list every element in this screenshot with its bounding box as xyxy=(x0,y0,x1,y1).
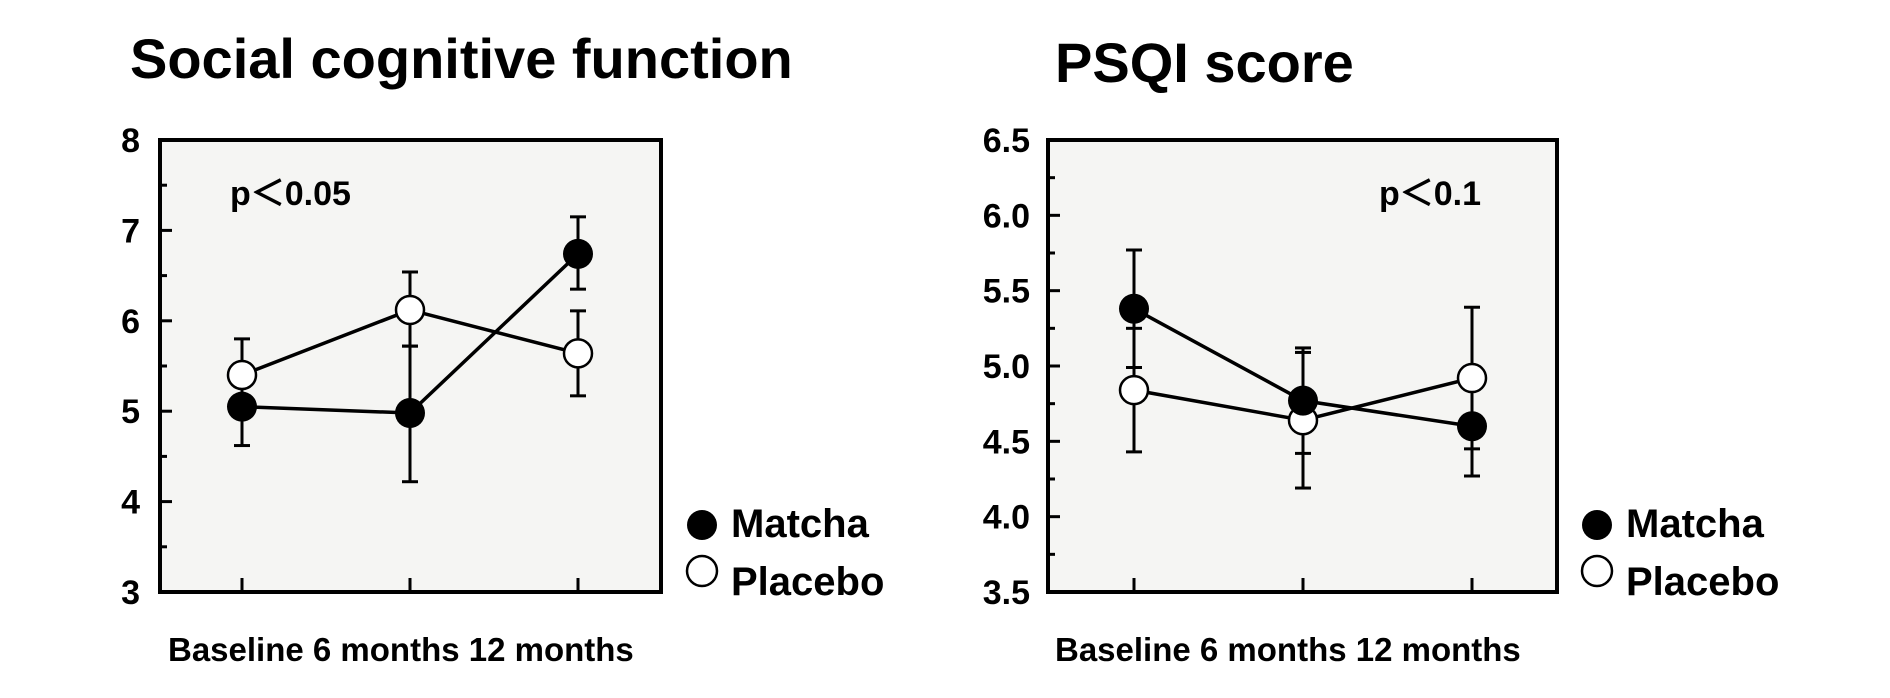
legend-matcha-marker xyxy=(687,510,717,540)
y-tick-label: 5.0 xyxy=(983,348,1030,386)
data-point-matcha xyxy=(1457,411,1487,442)
y-tick-label: 6.0 xyxy=(983,197,1030,235)
data-point-placebo xyxy=(226,359,258,391)
x-axis-ticks xyxy=(240,578,580,592)
data-point-matcha xyxy=(227,391,257,422)
x-axis-label: Baseline 6 months 12 months xyxy=(1055,631,1521,668)
y-tick-label: 6.5 xyxy=(983,122,1030,160)
legend-matcha-label: Matcha xyxy=(731,502,870,546)
y-tick-label: 8 xyxy=(121,122,140,160)
p-value-annotation: p＜0.05 xyxy=(230,175,351,213)
data-point-matcha xyxy=(1288,385,1318,416)
data-marks xyxy=(226,215,594,484)
legend: Matcha Placebo xyxy=(1580,502,1779,604)
legend-placebo-marker xyxy=(685,554,719,588)
data-point-matcha xyxy=(395,398,425,429)
data-point-matcha xyxy=(1119,293,1149,324)
legend-placebo-marker xyxy=(1580,554,1614,588)
data-point-placebo xyxy=(394,294,426,326)
y-tick-label: 5.5 xyxy=(983,273,1030,311)
y-tick-label: 4 xyxy=(121,484,140,522)
legend-placebo-label: Placebo xyxy=(1626,560,1779,604)
y-tick-label: 4.0 xyxy=(983,499,1030,537)
y-axis: 3 4 5 6 7 8 xyxy=(121,122,172,612)
p-value-annotation: p＜0.1 xyxy=(1379,175,1481,213)
y-tick-label: 4.5 xyxy=(983,423,1030,461)
data-point-placebo xyxy=(1456,362,1488,394)
data-point-placebo xyxy=(1118,374,1150,406)
legend-matcha-label: Matcha xyxy=(1626,502,1765,546)
data-point-placebo xyxy=(562,338,594,369)
y-tick-label: 3 xyxy=(121,574,140,612)
legend-matcha-marker xyxy=(1582,510,1612,540)
x-axis-label: Baseline 6 months 12 months xyxy=(168,631,634,668)
y-tick-label: 7 xyxy=(121,212,140,250)
y-axis: 3.5 4.0 4.5 5.0 5.5 6.0 6.5 xyxy=(983,122,1060,612)
psqi-chart: PSQI score 3.5 4.0 4.5 5.0 5.5 6.0 6.5 p＜0.1 B… xyxy=(983,31,1780,668)
data-point-matcha xyxy=(563,238,593,269)
data-marks xyxy=(1118,248,1488,490)
chart-title: PSQI score xyxy=(1055,31,1354,94)
x-axis-ticks xyxy=(1132,578,1474,592)
legend: Matcha Placebo xyxy=(685,502,884,604)
legend-placebo-label: Placebo xyxy=(731,560,884,604)
y-tick-label: 6 xyxy=(121,303,140,341)
chart-title: Social cognitive function xyxy=(130,27,793,90)
y-tick-label: 5 xyxy=(121,393,140,431)
y-tick-label: 3.5 xyxy=(983,574,1030,612)
